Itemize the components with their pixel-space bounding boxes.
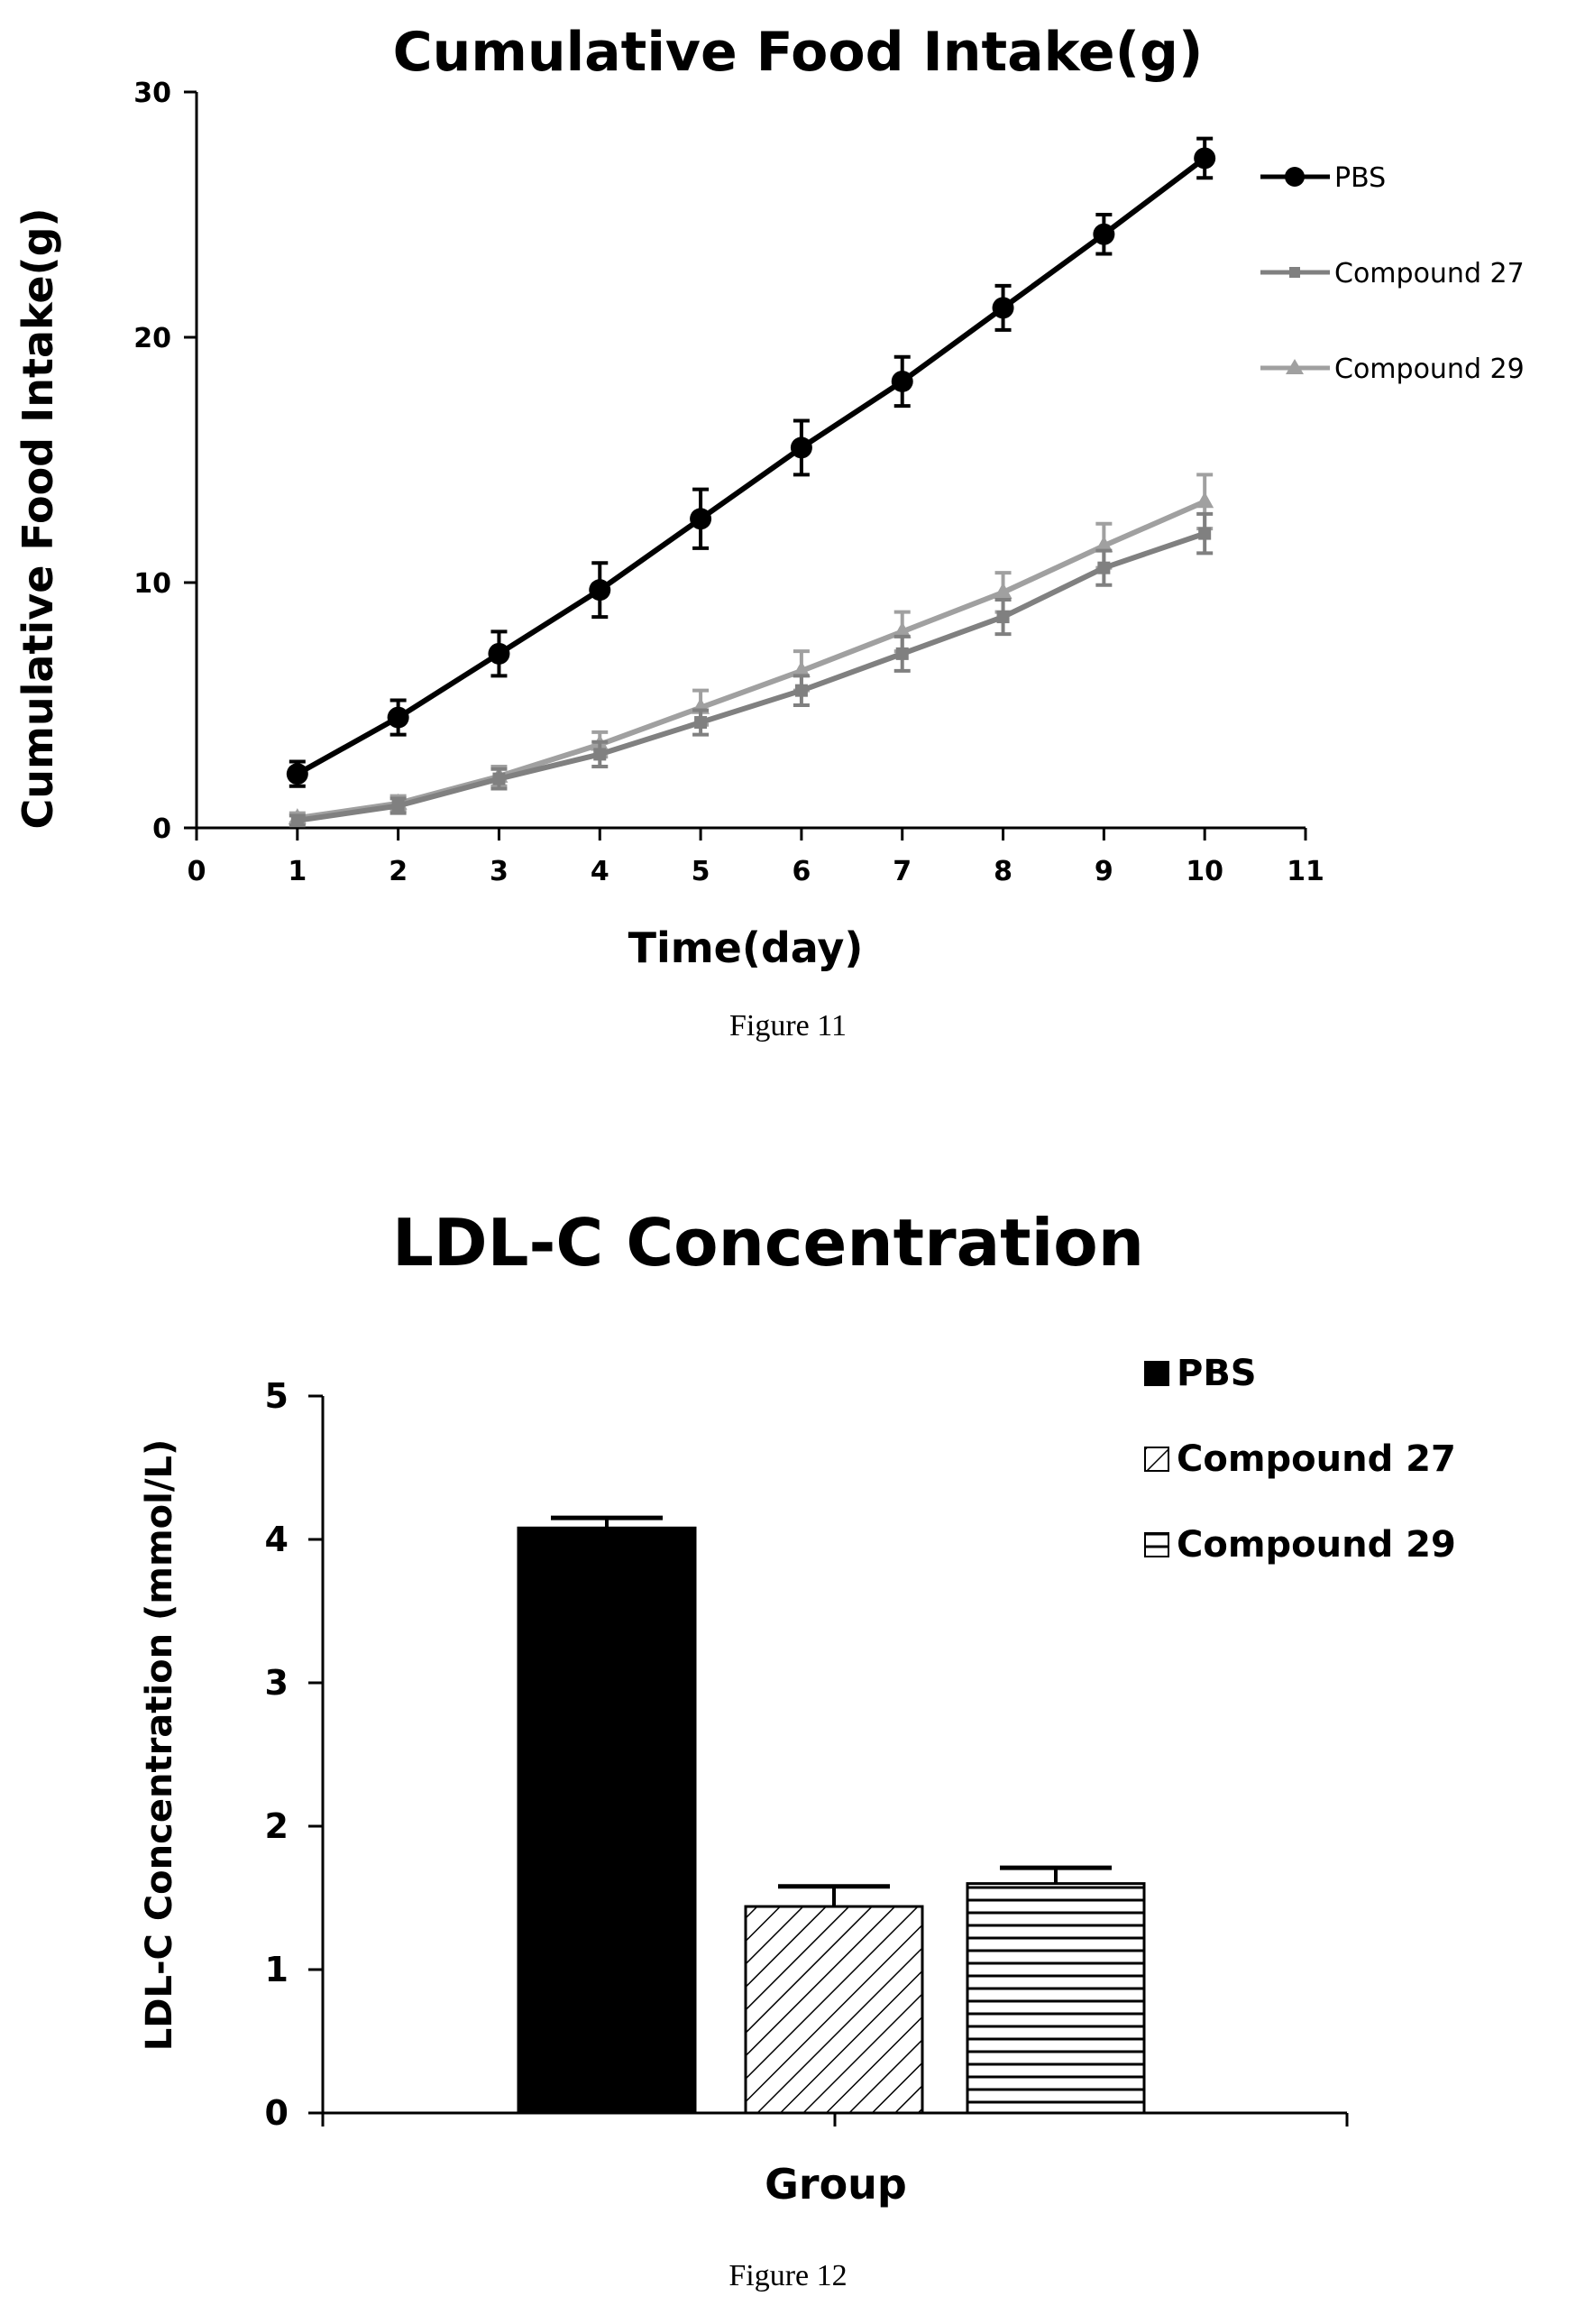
y-tick-label: 20 bbox=[133, 323, 171, 354]
series-group bbox=[286, 136, 1216, 828]
x-tick-label: 10 bbox=[1186, 856, 1223, 887]
y-tick-label: 4 bbox=[265, 1520, 289, 1559]
data-point bbox=[1194, 147, 1216, 170]
x-ticks: 0 1 2 3 4 5 6 7 8 9 10 11 bbox=[188, 828, 1324, 887]
data-point bbox=[391, 799, 405, 813]
series-line-compound-29 bbox=[297, 499, 1206, 822]
legend: PBS Compound 27 Compound 29 bbox=[1144, 1353, 1456, 1566]
legend: PBS Compound 27 Compound 29 bbox=[1260, 162, 1525, 385]
bar-pbs bbox=[517, 1526, 697, 2115]
figure-caption: Figure 12 bbox=[728, 2259, 847, 2292]
data-point bbox=[895, 647, 909, 660]
y-tick-label: 2 bbox=[265, 1806, 289, 1846]
ldl-c-chart: LDL-C Concentration LDL-C Concentration … bbox=[139, 1205, 1456, 2292]
legend-item-pbs: PBS bbox=[1260, 162, 1386, 194]
legend-label-compound-27: Compound 27 bbox=[1334, 258, 1525, 289]
x-tick-label: 3 bbox=[490, 856, 509, 887]
y-tick-label: 10 bbox=[133, 568, 171, 600]
data-point bbox=[690, 508, 712, 530]
x-tick-label: 7 bbox=[893, 856, 912, 887]
data-point bbox=[1095, 536, 1113, 553]
data-point bbox=[488, 642, 510, 665]
legend-item-compound-27: Compound 27 bbox=[1260, 258, 1525, 289]
series-compound-27 bbox=[289, 511, 1214, 828]
bar-compound-29 bbox=[966, 1882, 1146, 2115]
data-point bbox=[891, 370, 913, 392]
figure-caption: Figure 11 bbox=[729, 1009, 847, 1043]
series-line-compound-27 bbox=[297, 530, 1206, 823]
y-axis-title: Cumulative Food Intake(g) bbox=[14, 207, 62, 829]
x-tick-label: 2 bbox=[389, 856, 408, 887]
data-point bbox=[794, 684, 808, 697]
legend-label-pbs: PBS bbox=[1334, 162, 1386, 194]
data-point bbox=[996, 611, 1010, 624]
x-tick-label: 8 bbox=[994, 856, 1012, 887]
data-point bbox=[792, 660, 811, 677]
x-tick-label: 4 bbox=[591, 856, 609, 887]
legend-marker-compound-27 bbox=[1289, 267, 1300, 278]
data-point bbox=[1097, 561, 1111, 574]
bar-group-pbs bbox=[517, 1515, 697, 2115]
x-tick-label: 5 bbox=[692, 856, 710, 887]
y-tick-label: 3 bbox=[265, 1663, 289, 1703]
data-point bbox=[1196, 491, 1214, 509]
x-tick-label: 1 bbox=[288, 856, 307, 887]
data-point bbox=[994, 582, 1012, 599]
data-point bbox=[387, 706, 409, 729]
legend-item-pbs: PBS bbox=[1144, 1353, 1257, 1394]
bar-compound-27 bbox=[744, 1905, 924, 2115]
data-point bbox=[1093, 223, 1115, 245]
legend-item-compound-29: Compound 29 bbox=[1144, 1524, 1456, 1566]
data-point bbox=[286, 763, 308, 785]
legend-swatch-compound-27 bbox=[1144, 1447, 1169, 1472]
data-point bbox=[1198, 527, 1212, 540]
y-tick-label: 1 bbox=[265, 1950, 289, 1989]
data-point bbox=[893, 621, 912, 638]
chart-title: Cumulative Food Intake(g) bbox=[393, 21, 1204, 84]
x-axis-title: Time(day) bbox=[628, 923, 864, 972]
x-axis-title: Group bbox=[765, 2160, 907, 2209]
legend-marker-pbs bbox=[1285, 167, 1305, 187]
x-tick-label: 9 bbox=[1095, 856, 1113, 887]
data-point bbox=[593, 748, 607, 761]
y-tick-label: 0 bbox=[265, 2093, 289, 2133]
data-point bbox=[290, 813, 304, 827]
legend-label-compound-29: Compound 29 bbox=[1177, 1524, 1456, 1566]
legend-label-pbs: PBS bbox=[1177, 1353, 1257, 1394]
legend-swatch-pbs bbox=[1144, 1361, 1169, 1386]
legend-item-compound-27: Compound 27 bbox=[1144, 1438, 1456, 1480]
chart-title: LDL-C Concentration bbox=[392, 1205, 1144, 1281]
y-tick-label: 5 bbox=[265, 1376, 289, 1416]
y-tick-label: 30 bbox=[133, 78, 171, 109]
x-tick-label: 0 bbox=[188, 856, 206, 887]
data-point bbox=[492, 772, 506, 785]
legend-label-compound-27: Compound 27 bbox=[1177, 1438, 1456, 1480]
series-compound-29 bbox=[288, 473, 1214, 825]
y-ticks: 0 10 20 30 bbox=[133, 78, 197, 845]
bar-group-compound-29 bbox=[966, 1865, 1146, 2115]
food-intake-chart: Cumulative Food Intake(g) Cumulative Foo… bbox=[14, 21, 1525, 1043]
data-point bbox=[790, 436, 812, 459]
series-pbs bbox=[286, 136, 1216, 788]
y-axis-title: LDL-C Concentration (mmol/L) bbox=[139, 1439, 180, 2051]
bar-group-compound-27 bbox=[744, 1884, 924, 2115]
legend-label-compound-29: Compound 29 bbox=[1334, 354, 1525, 385]
data-point bbox=[992, 297, 1014, 319]
bars-group bbox=[517, 1515, 1146, 2115]
legend-swatch-compound-29 bbox=[1144, 1532, 1169, 1557]
x-tick-label: 6 bbox=[792, 856, 811, 887]
y-tick-label: 0 bbox=[152, 813, 171, 845]
legend-item-compound-29: Compound 29 bbox=[1260, 354, 1525, 385]
data-point bbox=[589, 579, 611, 602]
y-ticks: 0 1 2 3 4 5 bbox=[265, 1376, 323, 2133]
data-point bbox=[694, 716, 708, 730]
legend-marker-compound-29 bbox=[1286, 359, 1304, 374]
x-tick-label: 11 bbox=[1287, 856, 1324, 887]
series-line-pbs bbox=[296, 156, 1206, 776]
